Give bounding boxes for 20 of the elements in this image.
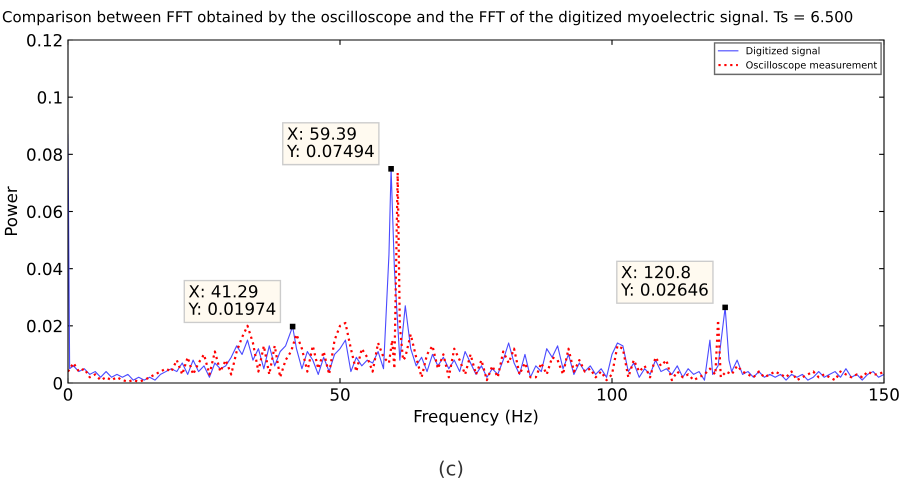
x-tick-label: 0: [64, 388, 72, 401]
y-tick-label: 0: [54, 376, 62, 390]
chart-title: Comparison between FFT obtained by the oscilloscope and the FFT of the digitized myoelectric signal. Ts = 6.500: [2, 10, 852, 26]
y-tick-label: 0.06: [27, 205, 62, 218]
y-tick-label: 0.04: [27, 262, 62, 276]
y-tick-label: 0.12: [27, 34, 62, 47]
x-axis-title: Frequency (Hz): [414, 410, 538, 426]
legend-label: Digitized signal: [746, 46, 820, 56]
x-tick-label: 100: [598, 388, 627, 401]
y-tick-label: 0.1: [38, 91, 62, 104]
x-tick-label: 50: [330, 388, 350, 401]
y-axis-title: Power: [4, 186, 18, 236]
legend-label: Oscilloscope measurement: [746, 61, 877, 70]
annotation: X: 59.39 Y: 0.07494: [286, 127, 374, 158]
y-tick-label: 0.08: [27, 148, 62, 161]
x-tick-label: 150: [870, 388, 899, 401]
annotation: X: 120.8 Y: 0.02646: [620, 266, 708, 296]
y-tick-label: 0.02: [27, 320, 62, 332]
text: (c): [440, 460, 462, 478]
annotation: X: 41.29 Y: 0.01974: [188, 285, 276, 316]
